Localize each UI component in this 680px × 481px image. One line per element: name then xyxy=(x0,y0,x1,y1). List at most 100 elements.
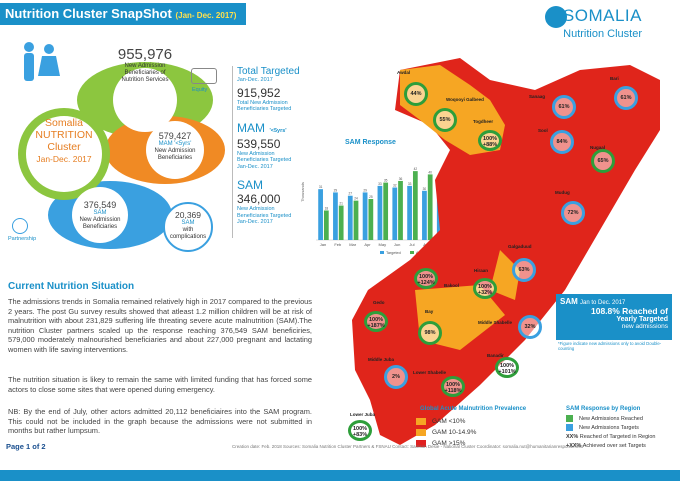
sam-targeted-title: SAM xyxy=(237,178,264,192)
region-ring-banadir: 100% +101% xyxy=(495,357,519,378)
chart-data-label: 29 xyxy=(363,188,367,192)
chart-data-label: 32 xyxy=(393,184,397,188)
region-ring-middle-juba: 2% xyxy=(384,365,408,389)
chart-tick-label: Jan xyxy=(320,242,326,247)
targets-divider xyxy=(232,66,233,238)
chart-data-label: 40 xyxy=(428,170,432,174)
region-label-gedo: Gedo xyxy=(373,300,385,305)
chart-tick-label: Jun xyxy=(394,242,400,247)
region-label-lower-shabelle: Lower Shabelle xyxy=(413,370,447,375)
region-label-lower-juba: Lower Juba xyxy=(350,412,376,417)
chart-bar xyxy=(427,174,433,240)
sam-legend-title: SAM Response by Region xyxy=(566,406,641,412)
chart-data-label: 42 xyxy=(414,167,418,171)
map-orange-hiraan xyxy=(490,250,520,300)
mam-targeted-title: MAM xyxy=(237,120,265,135)
region-label-middle-shabelle: Middle Shabelle xyxy=(478,320,513,325)
region-ring-galgaduud: 63% xyxy=(512,258,536,282)
total-beneficiaries: 955,976 New Admission Beneficiaries of N… xyxy=(115,46,175,84)
mam-value: 579,427 xyxy=(158,131,192,141)
chart-data-label: 25 xyxy=(369,195,373,199)
gam-legend-title: Global Acute Malnutrition Prevalence xyxy=(420,406,527,412)
region-ring-awdal: 44% xyxy=(404,82,428,106)
chart-data-label: 29 xyxy=(334,188,338,192)
targets-column: Total Targeted Jan-Dec. 2017 915,952 Tot… xyxy=(237,66,319,226)
gam-legend: GAM <10% GAM 10-14.9% GAM >15% xyxy=(416,416,476,449)
region-label-sool: Sool xyxy=(538,128,548,133)
logo-subtitle: Nutrition Cluster xyxy=(563,28,642,40)
sam-legend-item: New Admissions Targets xyxy=(566,424,656,433)
chart-bar xyxy=(422,190,427,240)
mam-beneficiaries: 579,427 MAM '<5yrs' New Admission Benefi… xyxy=(146,131,204,162)
title-text: Nutrition Cluster SnapShot xyxy=(5,6,172,21)
chart-bar xyxy=(392,187,398,240)
region-ring-woqooyi: 55% xyxy=(433,108,457,132)
sam-legend: New Admissions Reached New Admissions Ta… xyxy=(566,415,656,451)
center-inner xyxy=(26,116,102,192)
region-label-woqooyi: Woqooyi Galbeed xyxy=(446,97,484,102)
sam-beneficiaries: 376,549 SAM New Admission Beneficiaries xyxy=(72,200,128,231)
region-label-bakool: Bakool xyxy=(444,283,460,288)
chart-data-label: 33 xyxy=(378,182,382,186)
equity-label: Equity xyxy=(192,87,208,93)
chart-legend-label: Targeted xyxy=(386,251,401,255)
sam-legend-item: New Admissions Reached xyxy=(566,415,656,424)
situation-paragraph-1: The admissions trends in Somalia remaine… xyxy=(8,297,312,354)
total-value: 955,976 xyxy=(117,46,173,63)
region-label-togdheer: Togdheer xyxy=(473,119,494,124)
chart-bar xyxy=(383,182,389,240)
region-ring-sanaag: 61% xyxy=(552,95,576,119)
chart-bar xyxy=(353,200,359,240)
region-ring-gedo: 100% +187% xyxy=(364,311,388,332)
sam-value: 376,549 xyxy=(83,200,117,210)
region-ring-middle-shabelle: 32% xyxy=(518,315,542,339)
chart-bar xyxy=(323,210,329,240)
chart-bar xyxy=(347,195,353,240)
region-ring-sool: 84% xyxy=(550,130,574,154)
logo-title: SOMALIA xyxy=(562,6,642,25)
chart-tick-label: Apr xyxy=(364,242,371,247)
sam-targeted-value: 346,000 xyxy=(237,192,281,206)
region-label-bay: Bay xyxy=(425,309,434,314)
page-title: Nutrition Cluster SnapShot (Jan- Dec. 20… xyxy=(0,3,246,25)
chart-data-label: 27 xyxy=(348,192,352,196)
region-label-hiraan: Hiraan xyxy=(474,268,489,273)
chart-bar xyxy=(362,192,368,240)
sam-box-note: *Figure indicate new admissions only to … xyxy=(558,341,662,351)
gam-legend-item: GAM <10% xyxy=(416,416,476,427)
chart-bar xyxy=(333,192,338,240)
chart-legend-swatch xyxy=(410,251,414,254)
chart-data-label: 31 xyxy=(319,185,323,189)
chart-bar xyxy=(338,205,344,240)
situation-title: Current Nutrition Situation xyxy=(8,281,135,292)
situation-paragraph-2: The nutrition situation is likey to rema… xyxy=(8,375,312,394)
sam-legend-item: XX% Reached of Targeted in Region xyxy=(566,434,656,440)
chart-data-label: 35 xyxy=(384,179,388,183)
region-label-nugaal: Nugaal xyxy=(590,145,606,150)
region-label-bari: Bari xyxy=(610,76,619,81)
region-ring-bari: 61% xyxy=(614,86,638,110)
chart-tick-label: May xyxy=(379,242,387,247)
chart-bar xyxy=(407,185,412,240)
chart-bar xyxy=(318,189,323,240)
sam-comp-value: 20,369 xyxy=(175,210,201,220)
region-ring-lower-juba: 100% +83% xyxy=(348,420,372,441)
chart-data-label: 21 xyxy=(339,202,343,206)
chart-bar xyxy=(377,185,383,240)
total-label: New Admission Beneficiaries of Nutrition… xyxy=(121,63,169,83)
region-ring-lower-shabelle: 100% +118% xyxy=(441,376,465,397)
region-label-banadir: Banadir xyxy=(487,353,504,358)
total-targeted-value: 915,952 xyxy=(237,85,281,100)
region-ring-hiraan: 100% +32% xyxy=(473,278,497,299)
chart-data-label: 36 xyxy=(399,177,403,181)
sam-legend-item: +XX% Achieved over set Targets xyxy=(566,443,646,449)
region-ring-bakool: 100% +124% xyxy=(414,268,438,289)
chart-tick-label: Mar xyxy=(349,242,357,247)
chart-bar xyxy=(368,199,374,240)
center-label: Somalia NUTRITION Cluster Jan-Dec. 2017 xyxy=(35,117,93,164)
region-ring-mudug: 72% xyxy=(561,201,585,225)
equity-scale-icon xyxy=(191,68,217,84)
region-label-sanaag: Sanaag xyxy=(529,94,546,99)
chart-title: SAM Response xyxy=(345,139,396,146)
chart-data-label: 33 xyxy=(408,182,412,186)
